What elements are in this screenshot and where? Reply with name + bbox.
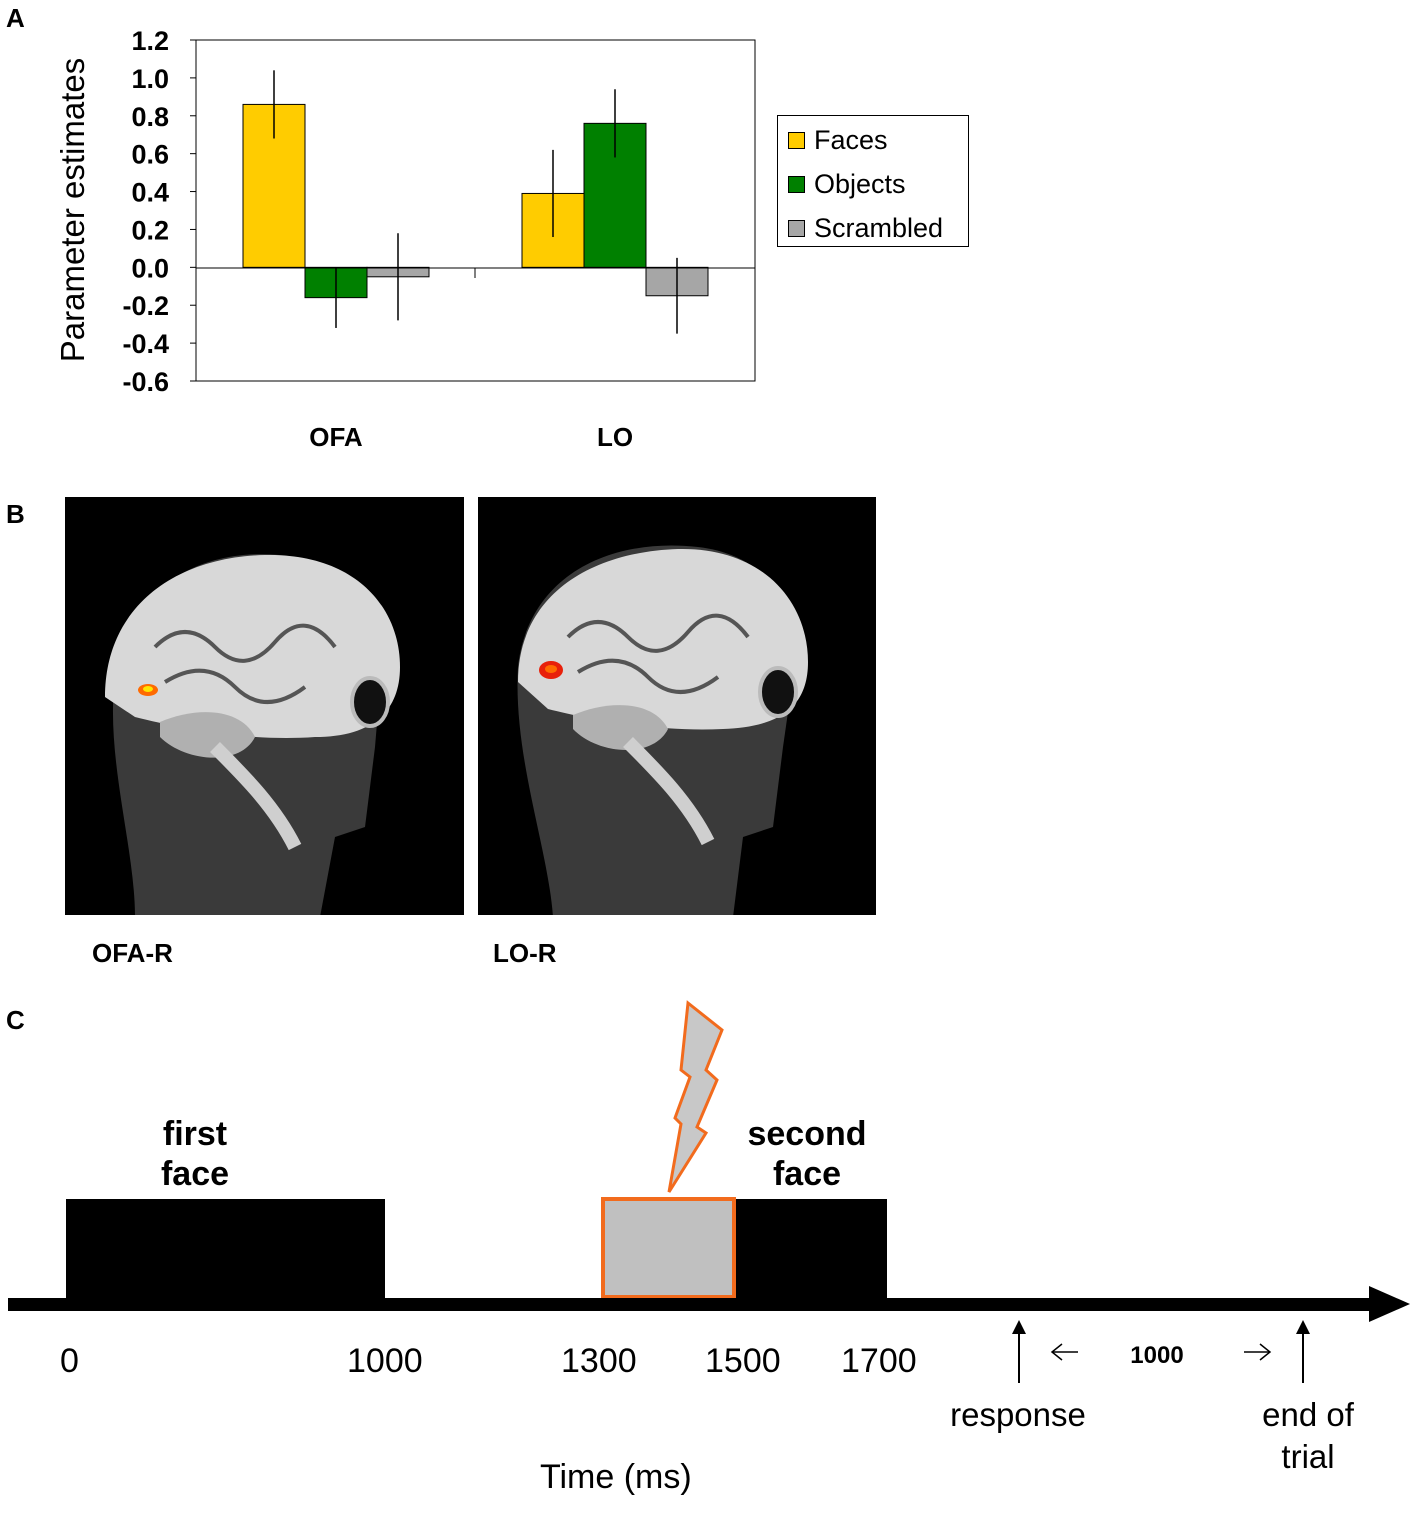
time-axis-label: Time (ms) <box>540 1458 692 1496</box>
x-category-label-ofa: OFA <box>309 422 363 452</box>
y-axis-ticks: 1.2 1.0 0.8 0.6 0.4 0.2 0.0 -0.2 -0.4 -0.6 <box>122 26 196 397</box>
interval-label: 1000 <box>1130 1342 1184 1369</box>
response-label: response <box>950 1396 1086 1433</box>
brain-image-ofa-r <box>65 497 464 915</box>
panel-letter-c: C <box>6 1005 25 1035</box>
tms-mask-block <box>601 1197 736 1299</box>
interval-right-arrow <box>1244 1343 1272 1361</box>
y-tick-label: -0.2 <box>122 291 169 321</box>
brain-sagittal-mri-icon <box>105 554 400 915</box>
legend-swatch-objects <box>788 175 805 193</box>
end-of-trial-arrow <box>1296 1320 1310 1383</box>
y-tick-label: -0.6 <box>122 367 169 397</box>
x-category-label-lo: LO <box>596 422 634 452</box>
second-face-label: second face <box>725 1114 889 1194</box>
first-face-block <box>66 1199 385 1300</box>
tick-label-1700: 1700 <box>841 1342 917 1380</box>
legend-label-objects: Objects <box>814 168 906 199</box>
interval-left-arrow <box>1050 1343 1078 1361</box>
y-tick-label: 0.0 <box>131 253 169 283</box>
brain-image-lo-r <box>478 497 876 915</box>
end-of-trial-line2: trial <box>1281 1438 1335 1475</box>
legend-item-scrambled: Scrambled <box>788 212 944 243</box>
brain-label-lo-r: LO-R <box>493 938 557 968</box>
trial-timeline <box>8 1000 1410 1383</box>
tick-label-1500: 1500 <box>705 1342 781 1380</box>
y-tick-label: 0.4 <box>131 178 169 208</box>
time-axis-arrowhead <box>1369 1286 1410 1322</box>
y-tick-label: -0.4 <box>122 329 169 359</box>
time-axis-line <box>8 1298 1373 1311</box>
legend-swatch-faces <box>788 131 805 149</box>
panel-letter-a: A <box>6 3 25 33</box>
y-axis-label: Parameter estimates <box>54 58 91 362</box>
y-tick-label: 0.2 <box>131 215 169 245</box>
first-face-label-line2: face <box>160 1155 230 1193</box>
second-face-label-line2: face <box>772 1155 842 1193</box>
brain-sagittal-mri-icon <box>517 545 808 915</box>
legend-label-faces: Faces <box>814 124 888 155</box>
brain-label-ofa-r: OFA-R <box>92 938 173 968</box>
legend-item-objects: Objects <box>788 168 906 199</box>
panel-letter-b: B <box>6 499 25 529</box>
y-tick-label: 0.8 <box>131 102 169 132</box>
legend-item-faces: Faces <box>788 124 888 155</box>
bars <box>242 70 709 334</box>
legend-label-scrambled: Scrambled <box>814 212 944 243</box>
y-tick-label: 0.6 <box>131 140 169 170</box>
second-face-block <box>735 1199 887 1300</box>
tick-label-1300: 1300 <box>561 1342 637 1380</box>
first-face-label: first face <box>120 1114 270 1194</box>
response-arrow <box>1012 1320 1026 1383</box>
second-face-label-line1: second <box>747 1115 867 1153</box>
tick-label-0: 0 <box>60 1342 79 1380</box>
lightning-bolt-icon <box>667 1000 724 1193</box>
legend: Faces Objects Scrambled <box>777 115 969 247</box>
end-of-trial-label: end of trial <box>1233 1394 1383 1478</box>
end-of-trial-line1: end of <box>1262 1396 1354 1433</box>
legend-swatch-scrambled <box>788 219 805 237</box>
y-tick-label: 1.2 <box>131 26 169 56</box>
y-tick-label: 1.0 <box>131 64 169 94</box>
bar-chart: 1.2 1.0 0.8 0.6 0.4 0.2 0.0 -0.2 -0.4 -0.6 Parame… <box>54 26 756 397</box>
tick-label-1000: 1000 <box>347 1342 423 1380</box>
first-face-label-line1: first <box>162 1115 228 1153</box>
